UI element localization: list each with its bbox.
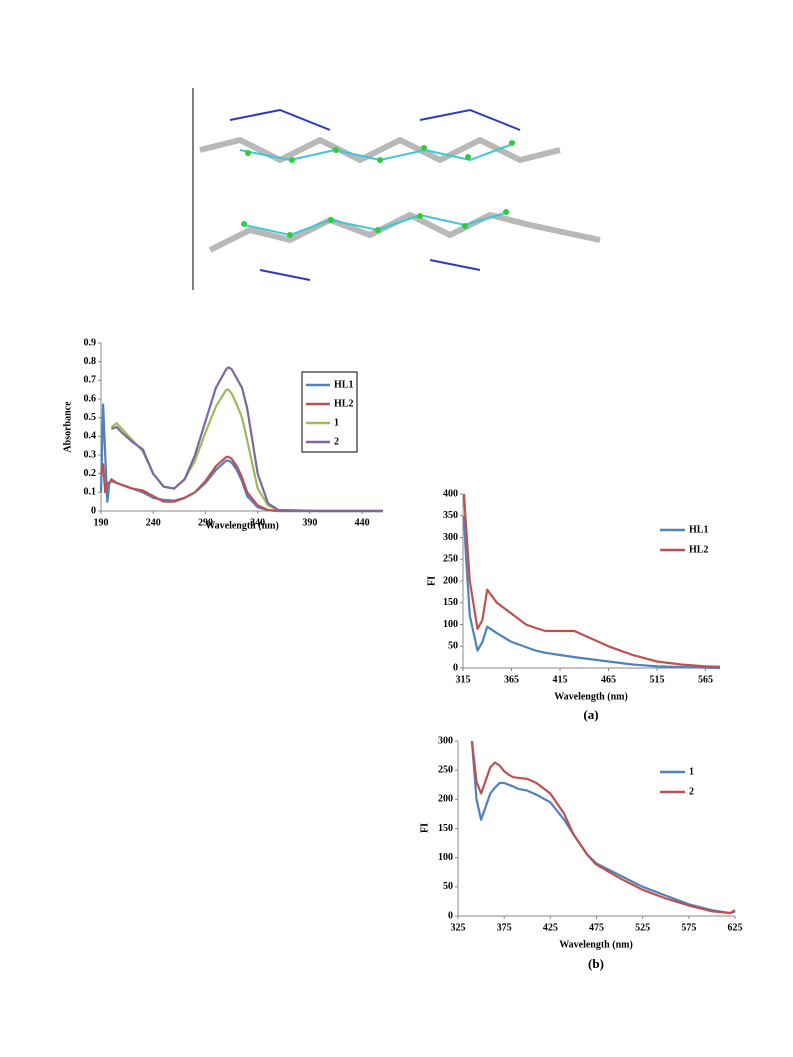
- y-tick-label: 0.5: [84, 412, 97, 423]
- y-tick-label: 150: [438, 823, 453, 834]
- caption: (a): [583, 707, 598, 722]
- x-tick-label: 290: [198, 517, 213, 528]
- y-tick-label: 0.8: [84, 356, 97, 367]
- x-tick-label: 440: [355, 517, 370, 528]
- crystal-structure: [192, 88, 601, 290]
- x-tick-label: 525: [635, 922, 650, 933]
- x-tick-label: 415: [552, 674, 567, 685]
- y-tick-label: 100: [443, 619, 458, 630]
- x-tick-label: 575: [681, 922, 696, 933]
- y-tick-label: 200: [438, 794, 453, 805]
- y-tick-label: 0.9: [84, 337, 97, 348]
- y-tick-label: 0.2: [84, 468, 97, 479]
- legend-label: 2: [689, 786, 694, 797]
- x-tick-label: 325: [451, 922, 466, 933]
- data-line: [99, 455, 383, 513]
- y-tick-label: 0: [91, 505, 96, 516]
- x-tick-label: 515: [649, 674, 664, 685]
- y-tick-label: 0: [453, 662, 458, 673]
- y-axis-label: FI: [426, 576, 437, 586]
- data-line: [462, 493, 721, 668]
- y-tick-label: 200: [443, 575, 458, 586]
- legend-label: HL1: [334, 379, 353, 390]
- y-tick-label: 0.1: [84, 487, 97, 498]
- data-line: [462, 515, 721, 670]
- x-tick-label: 365: [504, 674, 519, 685]
- x-tick-label: 625: [728, 922, 743, 933]
- x-tick-label: 565: [698, 674, 713, 685]
- x-tick-label: 390: [302, 517, 317, 528]
- x-tick-label: 315: [456, 674, 471, 685]
- legend-label: HL2: [689, 544, 708, 555]
- y-axis-label: FI: [419, 823, 430, 833]
- legend-label: 2: [334, 436, 339, 447]
- y-tick-label: 0.6: [84, 393, 97, 404]
- x-axis-label: Wavelength (nm): [559, 939, 633, 950]
- y-tick-label: 150: [443, 597, 458, 608]
- legend-label: 1: [334, 417, 339, 428]
- y-tick-label: 350: [443, 510, 458, 521]
- x-tick-label: 375: [497, 922, 512, 933]
- x-tick-label: 240: [146, 517, 161, 528]
- y-tick-label: 0: [448, 910, 453, 921]
- x-axis-label: Wavelength (nm): [554, 691, 628, 702]
- y-tick-label: 300: [443, 532, 458, 543]
- y-tick-label: 250: [443, 554, 458, 565]
- data-line: [111, 366, 383, 513]
- legend-label: HL2: [334, 398, 353, 409]
- y-tick-label: 0.7: [84, 375, 97, 386]
- y-tick-label: 400: [443, 488, 458, 499]
- y-tick-label: 300: [438, 735, 453, 746]
- y-tick-label: 250: [438, 764, 453, 775]
- x-tick-label: 340: [250, 517, 265, 528]
- y-tick-label: 100: [438, 852, 453, 863]
- data-line: [470, 740, 736, 915]
- y-tick-label: 0.4: [84, 431, 97, 442]
- y-tick-label: 50: [443, 881, 453, 892]
- y-tick-label: 50: [448, 641, 458, 652]
- legend-label: HL1: [689, 524, 708, 535]
- data-line: [470, 740, 736, 915]
- y-tick-label: 0.3: [84, 449, 97, 460]
- caption: (b): [588, 956, 604, 971]
- x-tick-label: 465: [601, 674, 616, 685]
- legend-label: 1: [689, 766, 694, 777]
- y-axis-label: Absorbance: [62, 401, 73, 453]
- x-tick-label: 475: [589, 922, 604, 933]
- x-axis-label: Wavelength (nm): [205, 520, 279, 531]
- x-tick-label: 425: [543, 922, 558, 933]
- x-tick-label: 190: [94, 517, 109, 528]
